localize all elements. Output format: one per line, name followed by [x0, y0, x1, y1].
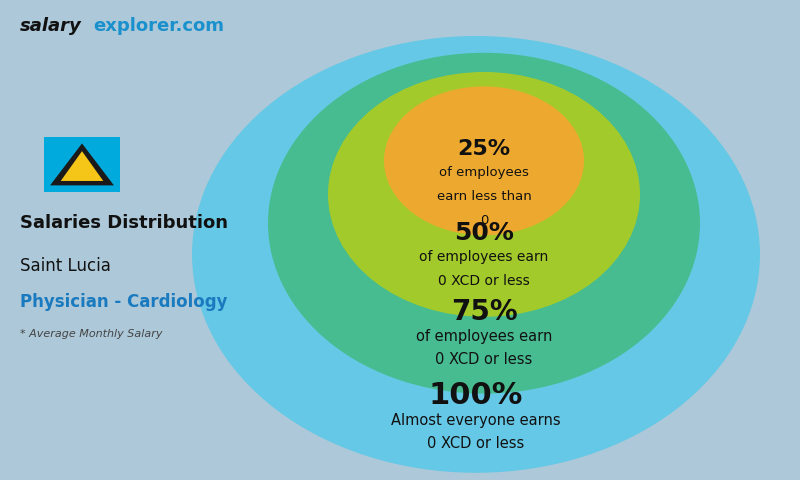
Text: 0 XCD or less: 0 XCD or less	[438, 274, 530, 288]
Polygon shape	[50, 144, 114, 185]
Text: Saint Lucia: Saint Lucia	[20, 257, 111, 275]
Text: * Average Monthly Salary: * Average Monthly Salary	[20, 329, 162, 339]
Text: 75%: 75%	[450, 298, 518, 326]
Ellipse shape	[192, 36, 760, 473]
Text: Almost everyone earns: Almost everyone earns	[391, 412, 561, 428]
Ellipse shape	[384, 86, 584, 235]
Ellipse shape	[328, 72, 640, 317]
Text: Physician - Cardiology: Physician - Cardiology	[20, 293, 227, 311]
Polygon shape	[61, 151, 103, 181]
Text: 0 XCD or less: 0 XCD or less	[435, 352, 533, 368]
Text: 25%: 25%	[458, 139, 510, 159]
Ellipse shape	[268, 53, 700, 394]
Text: salary: salary	[20, 17, 82, 35]
Text: explorer.com: explorer.com	[94, 17, 225, 35]
Text: 50%: 50%	[454, 221, 514, 245]
Text: Salaries Distribution: Salaries Distribution	[20, 214, 228, 231]
Text: earn less than: earn less than	[437, 190, 531, 204]
Text: of employees: of employees	[439, 166, 529, 180]
Text: 0 XCD or less: 0 XCD or less	[427, 436, 525, 452]
Text: 0: 0	[480, 214, 488, 228]
Text: 100%: 100%	[429, 382, 523, 410]
Text: of employees earn: of employees earn	[416, 328, 552, 344]
Text: of employees earn: of employees earn	[419, 250, 549, 264]
FancyBboxPatch shape	[44, 137, 120, 192]
